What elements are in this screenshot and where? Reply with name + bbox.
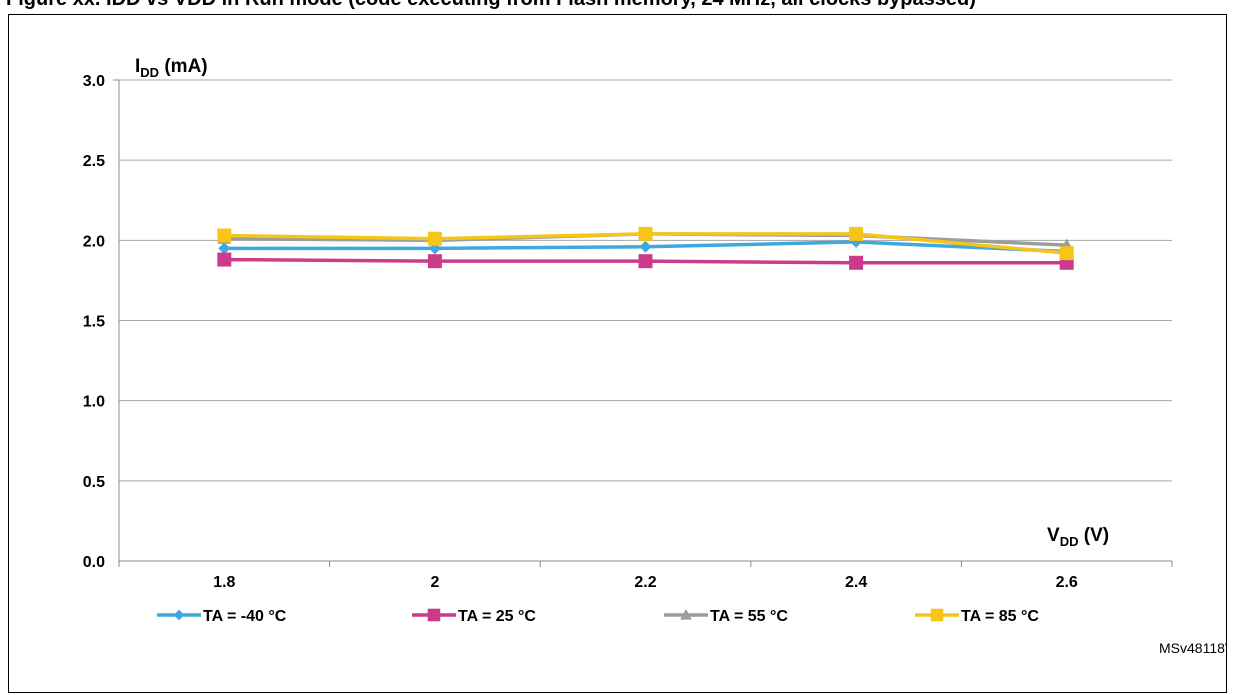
legend-entry: TA = 55 °C (664, 608, 788, 625)
legend-label: TA = 85 °C (961, 608, 1039, 625)
data-point (639, 227, 653, 241)
data-point (218, 242, 230, 254)
data-point (428, 254, 442, 268)
y-tick-label: 1.5 (83, 314, 105, 331)
data-point (217, 229, 231, 243)
y-tick-label: 0.0 (83, 554, 105, 571)
series-lines (217, 227, 1073, 270)
x-axis-label: VDD (V) (1047, 525, 1109, 549)
legend-label: TA = 25 °C (458, 608, 536, 625)
data-point (428, 232, 442, 246)
chart-frame: 0.0 0.5 1.0 1.5 2.0 2.5 3.0 1.8 2 2.2 2.4 2.6 TA =… (8, 14, 1227, 693)
y-tick-label: 1.0 (83, 394, 105, 411)
data-point (1060, 246, 1074, 260)
legend-entry: TA = 25 °C (412, 608, 536, 625)
legend-label: TA = 55 °C (710, 608, 788, 625)
data-point (849, 256, 863, 270)
series-2 (217, 253, 1073, 270)
figure-caption: Figure xx. IDD vs VDD in Run mode (code … (0, 0, 1233, 12)
gridlines (119, 80, 1172, 481)
x-tick-labels: 1.8 2 2.2 2.4 2.6 (213, 574, 1078, 591)
x-tick-label: 1.8 (213, 574, 235, 591)
figure-reference: MSv48118V1 (1159, 640, 1226, 656)
legend-entry: TA = -40 °C (157, 608, 287, 625)
legend-entry: TA = 85 °C (915, 608, 1039, 625)
legend-swatch-marker (931, 609, 944, 622)
x-tick-label: 2.4 (845, 574, 867, 591)
legend-swatch-marker (428, 609, 441, 622)
data-point (217, 253, 231, 267)
data-point (639, 254, 653, 268)
legend-label: TA = -40 °C (203, 608, 287, 625)
x-tick-label: 2.2 (634, 574, 656, 591)
y-axis-label: IDD (mA) (135, 56, 208, 80)
y-tick-labels: 0.0 0.5 1.0 1.5 2.0 2.5 3.0 (83, 73, 105, 571)
legend-swatch-marker (174, 610, 185, 621)
x-tick-label: 2.6 (1056, 574, 1078, 591)
legend: TA = -40 °C TA = 25 °C TA = 55 °C TA = 85 °… (157, 608, 1039, 625)
y-tick-label: 3.0 (83, 73, 105, 90)
y-tick-label: 2.0 (83, 233, 105, 250)
data-point (640, 241, 652, 253)
x-tick-label: 2 (430, 574, 439, 591)
axes (113, 80, 1172, 567)
data-point (849, 227, 863, 241)
line-chart: 0.0 0.5 1.0 1.5 2.0 2.5 3.0 1.8 2 2.2 2.4 2.6 TA =… (9, 15, 1226, 692)
y-tick-label: 0.5 (83, 474, 105, 491)
y-tick-label: 2.5 (83, 153, 105, 170)
